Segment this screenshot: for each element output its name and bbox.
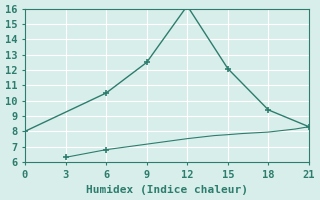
X-axis label: Humidex (Indice chaleur): Humidex (Indice chaleur): [86, 185, 248, 195]
